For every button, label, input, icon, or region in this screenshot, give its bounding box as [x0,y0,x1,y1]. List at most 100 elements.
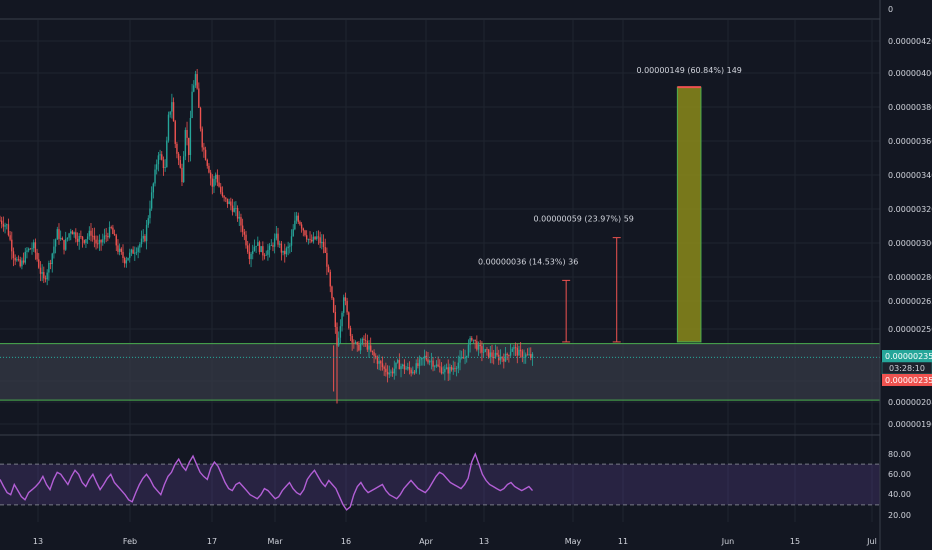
candle-body [102,239,104,243]
candle-body [442,372,444,374]
candle-body [511,348,513,352]
candle-body [477,344,480,350]
candle-body [235,207,237,209]
candle-body [525,354,527,358]
candle-body [376,358,379,364]
candle-body [297,215,299,222]
candle-body [194,74,197,86]
price-badge-timer-text: 03:28:10 [889,364,925,373]
candle-body [24,251,26,263]
price-tick: 0.00000320 [888,205,932,214]
candle-body [53,246,55,254]
candle-body [484,349,486,352]
candle-body [65,239,67,250]
candle-body [189,117,192,155]
candle-body [4,225,6,227]
candle-body [97,243,99,245]
candle-body [267,249,269,255]
candle-body [354,342,357,344]
candle-body [226,198,229,204]
candle-body [214,174,217,179]
candle-body [439,366,441,368]
candle-body [513,347,515,349]
candle-body [449,366,451,374]
price-tick: 0.00000400 [888,69,932,78]
candle-body [21,260,23,267]
candle-body [257,242,259,246]
candle-body [494,352,497,359]
candle-body [181,167,183,183]
candle-body [503,358,505,362]
time-tick: 13 [479,537,489,546]
price-tick: 0.00000196 [888,420,932,429]
time-tick: 15 [790,537,800,546]
candle-body [248,251,251,259]
candle-body [508,355,510,356]
candle-body [272,245,274,247]
candle-body [428,361,431,363]
candle-body [213,178,215,187]
candle-body [341,312,343,327]
candle-body [56,229,58,240]
candle-body [516,347,518,356]
candle-body [171,102,173,112]
candle-body [326,252,328,267]
candle-body [514,347,517,349]
candle-body [464,357,466,359]
candle-body [518,349,520,356]
candle-body [66,237,69,240]
time-tick: 13 [33,537,43,546]
candle-body [145,225,148,242]
candle-body [27,248,30,251]
candle-body [519,349,522,352]
price-tick: 0.00000360 [888,137,932,146]
candle-body [346,300,348,313]
candle-body [386,371,389,375]
candle-body [51,253,53,265]
candle-body [482,351,485,353]
candle-body [405,368,407,370]
candle-body [127,257,129,261]
candle-body [337,337,340,346]
candle-body [135,251,138,253]
price-tick: 0.00000250 [888,325,932,334]
candle-body [81,236,84,241]
candle-body [245,234,247,246]
candle-body [262,246,264,256]
candle-body [450,366,453,370]
candle-body [413,371,416,373]
candle-body [150,192,153,209]
candle-body [142,235,144,239]
candle-body [302,228,304,231]
candle-body [70,231,72,234]
candle-body [415,363,417,373]
candle-body [162,159,165,169]
candle-body [144,235,146,242]
candle-body [305,235,308,240]
candle-body [444,368,446,373]
candle-body [76,238,79,242]
candle-body [203,147,205,150]
candle-body [348,312,350,329]
candle-body [80,236,82,237]
candle-body [220,186,222,193]
price-badge-current-text: 0.00000235 [885,352,932,361]
candle-body [467,344,470,356]
candle-body [324,247,326,253]
candle-body [371,350,374,353]
candle-body [506,353,508,356]
candle-body [368,345,370,350]
candle-body [395,362,397,369]
candle-body [430,360,433,362]
candle-body [61,237,64,240]
candle-body [193,85,195,92]
candle-body [460,357,463,359]
candle-body [228,201,230,204]
candle-body [169,111,171,115]
candle-body [400,366,402,370]
time-axis[interactable]: 13 Feb 17 Mar 16 Apr 13 May 11 Jun 15 Jul [33,537,877,546]
candle-body [85,239,87,243]
candle-body [176,143,178,154]
candle-body [322,241,325,248]
